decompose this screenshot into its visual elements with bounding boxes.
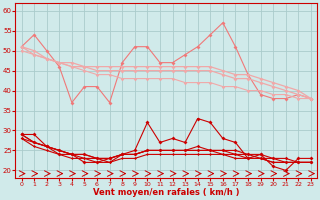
X-axis label: Vent moyen/en rafales ( km/h ): Vent moyen/en rafales ( km/h ) bbox=[93, 188, 239, 197]
